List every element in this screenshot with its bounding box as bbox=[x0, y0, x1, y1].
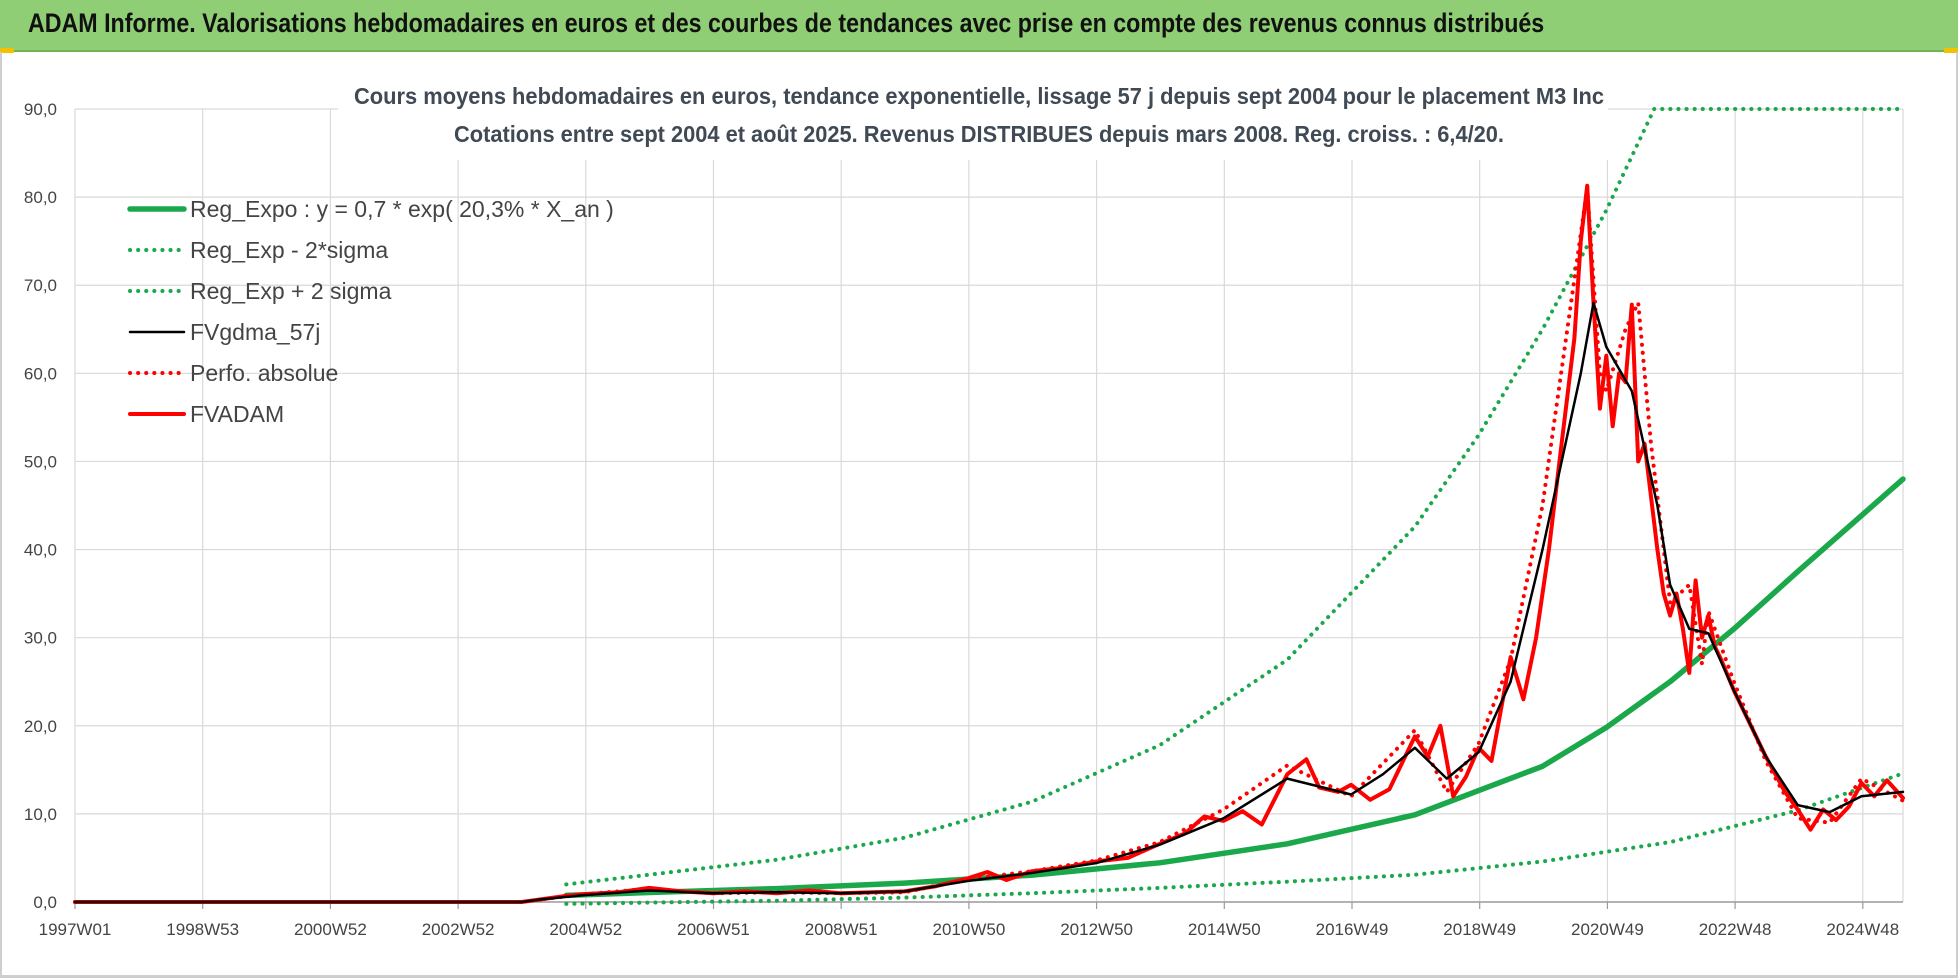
legend-label: Reg_Expo : y = 0,7 * exp( 20,3% * X_an ) bbox=[190, 196, 614, 222]
x-tick-label: 2020W49 bbox=[1571, 920, 1644, 939]
chart-subtitle: Cotations entre sept 2004 et août 2025. … bbox=[454, 121, 1504, 147]
banner-title: ADAM Informe. Valorisations hebdomadaire… bbox=[28, 8, 1545, 38]
y-tick-label: 40,0 bbox=[24, 541, 57, 560]
corner-marker-right bbox=[1944, 48, 1958, 53]
y-tick-label: 10,0 bbox=[24, 805, 57, 824]
axes: 0,0 10,0 20,0 30,0 40,0 50,0 60,0 70,0 80,0 90,0 1… bbox=[24, 100, 1903, 939]
corner-marker-left bbox=[0, 48, 14, 53]
x-tick-label: 1998W53 bbox=[166, 920, 239, 939]
y-tick-label: 80,0 bbox=[24, 188, 57, 207]
x-tick-label: 2008W51 bbox=[805, 920, 878, 939]
x-tick-label: 2014W50 bbox=[1188, 920, 1261, 939]
x-tick-label: 2024W48 bbox=[1826, 920, 1899, 939]
title-backdrop bbox=[338, 76, 1608, 160]
chart-title-block: Cours moyens hebdomadaires en euros, ten… bbox=[338, 76, 1608, 160]
report-banner: ADAM Informe. Valorisations hebdomadaire… bbox=[0, 0, 1958, 52]
y-tick-label: 0,0 bbox=[33, 893, 57, 912]
series-line-0 bbox=[563, 476, 1906, 899]
x-tick-label: 2004W52 bbox=[549, 920, 622, 939]
y-tick-label: 60,0 bbox=[24, 364, 57, 383]
y-tick-label: 90,0 bbox=[24, 100, 57, 119]
x-tick-label: 2016W49 bbox=[1316, 920, 1389, 939]
series-line-1 bbox=[564, 771, 1905, 906]
x-tick-label: 2006W51 bbox=[677, 920, 750, 939]
legend-label: Reg_Exp - 2*sigma bbox=[190, 237, 388, 263]
series-line-2 bbox=[564, 107, 1905, 887]
series-lines bbox=[73, 107, 1906, 906]
x-tick-label: 2010W50 bbox=[933, 920, 1006, 939]
y-tick-label: 30,0 bbox=[24, 629, 57, 648]
legend-label: FVgdma_57j bbox=[190, 319, 320, 345]
y-tick-label: 70,0 bbox=[24, 276, 57, 295]
legend-label: Perfo. absolue bbox=[190, 360, 338, 386]
legend-label: FVADAM bbox=[190, 401, 284, 427]
series-line-4 bbox=[73, 186, 1905, 904]
x-tick-label: 2002W52 bbox=[422, 920, 495, 939]
legend-label: Reg_Exp + 2 sigma bbox=[190, 278, 392, 304]
gridlines bbox=[74, 108, 1904, 902]
x-tick-label: 2000W52 bbox=[294, 920, 367, 939]
x-tick-label: 2018W49 bbox=[1443, 920, 1516, 939]
x-tick-label: 2022W48 bbox=[1699, 920, 1772, 939]
legend: Reg_Expo : y = 0,7 * exp( 20,3% * X_an )… bbox=[127, 196, 614, 427]
x-tick-label: 1997W01 bbox=[39, 920, 112, 939]
chart-frame bbox=[0, 52, 1958, 978]
series-line-3 bbox=[73, 301, 1905, 904]
chart-title: Cours moyens hebdomadaires en euros, ten… bbox=[354, 83, 1604, 109]
x-tick-label: 2012W50 bbox=[1060, 920, 1133, 939]
y-tick-label: 20,0 bbox=[24, 717, 57, 736]
y-tick-label: 50,0 bbox=[24, 452, 57, 471]
